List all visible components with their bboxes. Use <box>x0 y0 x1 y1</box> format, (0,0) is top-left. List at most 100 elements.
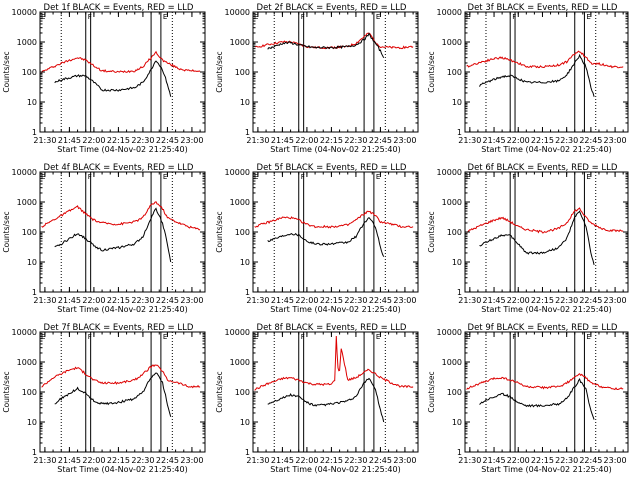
x-tick-label: 21:45 <box>483 136 506 145</box>
lld-series-line <box>254 210 414 229</box>
y-tick-label: 1 <box>32 288 37 297</box>
x-tick-label: 23:00 <box>393 136 416 145</box>
y-tick-label: 100 <box>22 68 37 77</box>
x-tick-label: 22:00 <box>82 456 105 465</box>
y-tick-label: 1000 <box>230 358 250 367</box>
flag-marker: E <box>376 173 380 181</box>
y-tick-label: 1 <box>457 448 462 457</box>
x-tick-label: 23:00 <box>180 296 203 305</box>
panel-title: Det 6f BLACK = Events, RED = LLD <box>468 163 618 173</box>
x-tick-label: 22:45 <box>579 296 602 305</box>
y-tick-label: 100 <box>235 388 250 397</box>
x-tick-label: 21:30 <box>246 136 269 145</box>
y-tick-label: 1000 <box>442 38 462 47</box>
y-axis-label: Counts/sec <box>215 371 224 412</box>
y-tick-label: 1000 <box>17 38 37 47</box>
x-tick-label: 21:30 <box>458 296 481 305</box>
x-axis-label: Start Time (04-Nov-02 21:25:40) <box>481 465 611 474</box>
x-tick-label: 22:15 <box>531 456 554 465</box>
x-tick-label: 22:15 <box>320 136 343 145</box>
x-tick-label: 21:45 <box>271 136 294 145</box>
x-tick-label: 22:30 <box>555 456 578 465</box>
x-tick-label: 23:00 <box>604 136 627 145</box>
x-tick-label: 22:45 <box>156 296 179 305</box>
x-axis-label: Start Time (04-Nov-02 21:25:40) <box>57 305 187 314</box>
flag-marker: F <box>88 333 92 341</box>
y-axis-label: Counts/sec <box>2 371 11 412</box>
y-axis-label: Counts/sec <box>215 211 224 252</box>
x-tick-label: 22:00 <box>507 136 530 145</box>
y-tick-label: 10000 <box>437 328 462 337</box>
x-axis-label: Start Time (04-Nov-02 21:25:40) <box>57 465 187 474</box>
x-tick-label: 22:45 <box>579 136 602 145</box>
x-tick-label: 21:30 <box>246 296 269 305</box>
x-axis-label: Start Time (04-Nov-02 21:25:40) <box>57 145 187 154</box>
y-tick-label: 10 <box>27 98 37 107</box>
y-tick-label: 100 <box>22 388 37 397</box>
y-tick-label: 10 <box>452 418 462 427</box>
x-tick-label: 22:00 <box>82 296 105 305</box>
y-tick-label: 1 <box>245 288 250 297</box>
flag-marker: E <box>586 173 590 181</box>
flag-marker: E <box>41 13 45 21</box>
y-tick-label: 10 <box>240 98 250 107</box>
y-tick-label: 1000 <box>442 198 462 207</box>
y-tick-label: 100 <box>447 388 462 397</box>
flag-marker: E <box>254 333 258 341</box>
x-tick-label: 23:00 <box>604 456 627 465</box>
x-tick-label: 22:00 <box>295 456 318 465</box>
x-tick-label: 23:00 <box>180 136 203 145</box>
lld-series-line <box>254 335 414 391</box>
x-tick-label: 22:00 <box>82 136 105 145</box>
events-series-line <box>267 217 385 257</box>
panel-title: Det 7f BLACK = Events, RED = LLD <box>44 323 194 333</box>
y-tick-label: 1000 <box>442 358 462 367</box>
y-tick-label: 100 <box>447 228 462 237</box>
events-series-line <box>54 60 172 97</box>
x-axis-label: Start Time (04-Nov-02 21:25:40) <box>481 305 611 314</box>
lld-series-line <box>41 364 201 389</box>
x-tick-label: 22:15 <box>531 296 554 305</box>
flag-marker: F <box>301 173 305 181</box>
x-tick-label: 21:45 <box>483 456 506 465</box>
x-tick-label: 21:45 <box>58 136 81 145</box>
y-tick-label: 1000 <box>230 38 250 47</box>
y-tick-label: 10000 <box>12 328 37 337</box>
flag-marker: E <box>376 13 380 21</box>
flag-marker: E <box>254 13 258 21</box>
y-tick-label: 1 <box>457 128 462 137</box>
plot-frame <box>464 11 629 133</box>
flag-marker: E <box>466 333 470 341</box>
y-tick-label: 10 <box>27 258 37 267</box>
x-tick-label: 22:30 <box>344 136 367 145</box>
lld-series-line <box>466 50 624 69</box>
flag-marker: F <box>301 333 305 341</box>
y-axis-label: Counts/sec <box>2 51 11 92</box>
panel-title: Det 4f BLACK = Events, RED = LLD <box>44 163 194 173</box>
flag-marker: E <box>586 13 590 21</box>
events-series-line <box>479 378 595 420</box>
x-tick-label: 22:15 <box>320 456 343 465</box>
x-tick-label: 23:00 <box>393 456 416 465</box>
lld-series-line <box>254 32 414 50</box>
lld-series-line <box>41 50 201 74</box>
x-tick-label: 21:30 <box>33 136 56 145</box>
y-axis-label: Counts/sec <box>427 371 436 412</box>
x-tick-label: 22:30 <box>344 456 367 465</box>
y-tick-label: 10000 <box>437 8 462 17</box>
x-tick-label: 22:00 <box>507 296 530 305</box>
panel-title: Det 2f BLACK = Events, RED = LLD <box>257 3 407 13</box>
y-tick-label: 10000 <box>225 8 250 17</box>
x-tick-label: 21:30 <box>458 136 481 145</box>
flag-marker: E <box>163 173 167 181</box>
x-tick-label: 22:30 <box>555 136 578 145</box>
x-tick-label: 21:45 <box>271 456 294 465</box>
lld-series-line <box>466 373 624 391</box>
events-series-line <box>479 53 595 97</box>
flag-marker: E <box>41 173 45 181</box>
